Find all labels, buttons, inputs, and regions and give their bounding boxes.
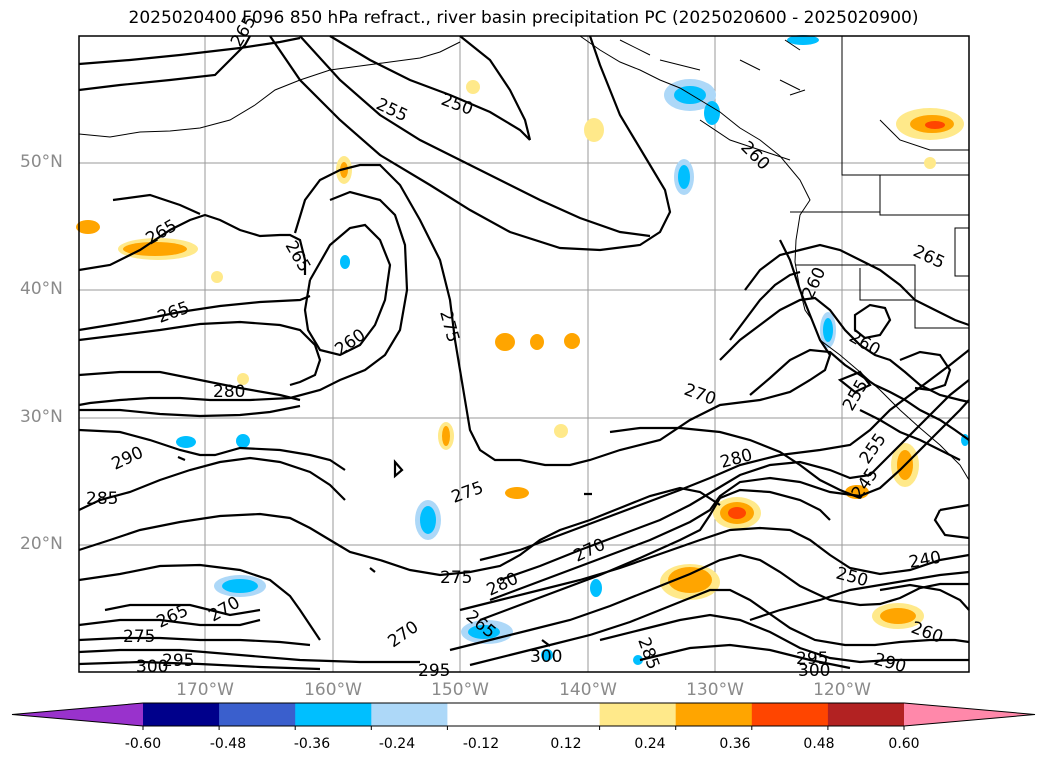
precip-blob-pos xyxy=(925,121,945,129)
precip-blob-neg xyxy=(222,579,258,593)
contour-label: 300 xyxy=(530,647,562,667)
contour-label: 285 xyxy=(86,489,118,509)
colorbar-extend-low xyxy=(12,703,143,726)
lon-label: 160°W xyxy=(304,680,362,700)
precip-blob-neg xyxy=(787,35,819,45)
contour-label: 300 xyxy=(798,661,830,681)
colorbar-tick-label: -0.24 xyxy=(378,736,416,752)
precip-blob-neg xyxy=(236,434,250,448)
precip-blob-pos xyxy=(237,373,249,385)
precip-blob-neg xyxy=(176,436,196,448)
precip-blob-neg xyxy=(704,101,720,125)
colorbar-segment xyxy=(371,703,448,726)
contour-label: 295 xyxy=(418,661,450,681)
contour-label: 295 xyxy=(796,649,828,669)
colorbar-segment xyxy=(219,703,296,726)
lon-label: 120°W xyxy=(813,680,871,700)
lat-label: 30°N xyxy=(20,407,63,427)
colorbar-tick-label: -0.36 xyxy=(293,736,331,752)
contour-label: 275 xyxy=(440,568,472,588)
precip-blob-pos xyxy=(728,507,746,519)
precip-blob-pos xyxy=(466,80,480,94)
contour-label: 295 xyxy=(162,651,194,671)
precip-blob-pos xyxy=(668,567,712,593)
colorbar-tick-label: -0.12 xyxy=(462,736,500,752)
contour-label: 280 xyxy=(213,382,245,402)
colorbar-segment xyxy=(523,703,601,726)
colorbar-tick-label: -0.48 xyxy=(209,736,247,752)
precip-blob-pos xyxy=(495,333,515,351)
precip-blob-neg xyxy=(678,165,690,189)
precip-shading xyxy=(76,35,969,665)
colorbar-tick-label: 0.60 xyxy=(888,736,920,752)
precip-blob-neg xyxy=(340,255,350,269)
map-title: 2025020400 F096 850 hPa refract., river … xyxy=(128,8,919,28)
lon-label: 130°W xyxy=(686,680,744,700)
colorbar-extend-high xyxy=(904,703,1035,726)
colorbar-segment xyxy=(751,703,829,726)
precip-blob-pos xyxy=(924,157,936,169)
precip-blob-pos xyxy=(76,220,100,234)
precip-blob-pos xyxy=(530,334,544,350)
colorbar-segment xyxy=(447,703,524,726)
colorbar-tick-label: 0.24 xyxy=(634,736,666,752)
precip-blob-pos xyxy=(880,608,916,624)
colorbar-segment xyxy=(295,703,372,726)
colorbar-segment xyxy=(599,703,677,726)
colorbar-segment xyxy=(827,703,905,726)
precip-blob-pos xyxy=(584,118,604,142)
precip-blob-pos xyxy=(123,242,187,256)
lon-label: 150°W xyxy=(431,680,489,700)
precip-blob-neg xyxy=(674,86,706,104)
lat-label: 40°N xyxy=(20,279,63,299)
precip-blob-pos xyxy=(211,271,223,283)
coastlines xyxy=(78,35,970,481)
precip-blob-neg xyxy=(633,655,643,665)
colorbar-tick-label: 0.48 xyxy=(803,736,835,752)
contour-label: 300 xyxy=(136,657,168,677)
map-frame xyxy=(78,35,970,673)
lon-label: 170°W xyxy=(176,680,234,700)
colorbar-tick-label: 0.12 xyxy=(550,736,582,752)
precip-blob-neg xyxy=(420,506,436,534)
precip-blob-pos xyxy=(505,487,529,499)
precip-blob-pos xyxy=(564,333,580,349)
precip-blob-pos xyxy=(554,424,568,438)
colorbar-tick-label: 0.36 xyxy=(719,736,751,752)
contours xyxy=(78,35,970,671)
lat-label: 50°N xyxy=(20,152,63,172)
lat-label: 20°N xyxy=(20,534,63,554)
precip-blob-pos xyxy=(442,426,450,446)
precip-blob-neg xyxy=(541,649,553,661)
lon-label: 140°W xyxy=(559,680,617,700)
precip-blob-neg xyxy=(590,579,602,597)
colorbar-segment xyxy=(143,703,220,726)
contour-label: 275 xyxy=(123,627,155,647)
precip-blob-neg xyxy=(823,318,833,342)
colorbar-segment xyxy=(675,703,753,726)
colorbar-tick-label: -0.60 xyxy=(124,736,162,752)
colorbar xyxy=(11,702,1036,730)
precip-blob-neg xyxy=(468,625,500,639)
